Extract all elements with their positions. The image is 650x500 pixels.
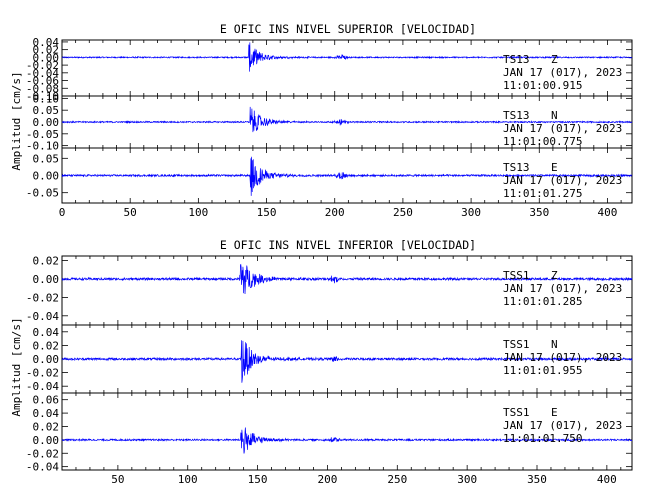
figure-0-plot: 0 50 100 150 200 250 300 350 4000.040.020.00-0.0…: [26, 36, 633, 219]
trace-date: JAN 17 (017), 2023: [503, 66, 622, 79]
x-tick-label: 50: [124, 206, 137, 219]
y-tick-label: 0.05: [33, 104, 60, 117]
trace-time: 11:01:01.955: [503, 364, 582, 377]
y-tick-label: -0.06: [26, 75, 59, 88]
figure-inferior: E OFIC INS NIVEL INFERIOR [VELOCIDAD] Am…: [10, 238, 476, 417]
y-tick-label: -0.05: [26, 187, 59, 200]
y-tick-label: 0.00: [33, 353, 60, 366]
trace-component: Z: [551, 53, 558, 66]
trace-date: JAN 17 (017), 2023: [503, 351, 622, 364]
trace-time: 11:01:00.775: [503, 135, 582, 148]
trace-component: N: [551, 109, 558, 122]
y-tick-label: 0.00: [33, 116, 60, 129]
waveform-trace: [61, 340, 633, 383]
y-tick-label: -0.08: [26, 82, 59, 95]
trace-time: 11:01:01.285: [503, 295, 582, 308]
trace-date: JAN 17 (017), 2023: [503, 419, 622, 432]
y-tick-label: 0.04: [33, 326, 60, 339]
waveform-trace: [61, 106, 633, 133]
trace-station: TSS1: [503, 338, 530, 351]
y-tick-label: -0.02: [26, 59, 59, 72]
y-tick-label: 0.00: [33, 273, 60, 286]
trace-component: N: [551, 338, 558, 351]
trace-component: E: [551, 161, 558, 174]
x-tick-label: 200: [325, 206, 345, 219]
trace-time: 11:01:00.915: [503, 79, 582, 92]
y-tick-label: 0.02: [33, 339, 60, 352]
waveform-trace: [61, 427, 633, 454]
waveform-trace: [61, 42, 633, 72]
y-tick-label: 0.02: [33, 420, 60, 433]
trace-date: JAN 17 (017), 2023: [503, 122, 622, 135]
y-tick-label: -0.02: [26, 367, 59, 380]
y-tick-label: -0.04: [26, 461, 59, 474]
y-tick-label: -0.02: [26, 291, 59, 304]
trace-date: JAN 17 (017), 2023: [503, 282, 622, 295]
waveform-trace: [61, 263, 633, 294]
x-tick-label: 250: [387, 473, 407, 486]
trace-station: TS13: [503, 161, 530, 174]
figure-superior: E OFIC INS NIVEL SUPERIOR [VELOCIDAD] Am…: [10, 22, 476, 171]
x-tick-label: 350: [527, 473, 547, 486]
figure-inferior-ylabel: Amplitud [cm/s]: [10, 317, 23, 416]
x-tick-label: 250: [393, 206, 413, 219]
trace-station: TS13: [503, 53, 530, 66]
y-tick-label: 0.00: [33, 434, 60, 447]
y-tick-label: -0.05: [26, 128, 59, 141]
x-tick-label: 100: [188, 206, 208, 219]
figure-inferior-title: E OFIC INS NIVEL INFERIOR [VELOCIDAD]: [220, 238, 476, 252]
panel-TS13-Z: 0.040.020.00-0.02-0.04-0.06-0.08-0.10 TS1…: [26, 36, 633, 103]
y-tick-label: 0.06: [33, 394, 60, 407]
waveform-trace: [61, 156, 633, 196]
x-tick-label: 300: [461, 206, 481, 219]
x-tick-label: 400: [597, 473, 617, 486]
x-tick-label: 50: [111, 473, 124, 486]
y-tick-label: 0.04: [33, 407, 60, 420]
x-tick-label: 0: [59, 206, 66, 219]
y-tick-label: 0.00: [33, 170, 60, 183]
trace-station: TSS1: [503, 406, 530, 419]
x-tick-label: 150: [248, 473, 268, 486]
trace-station: TS13: [503, 109, 530, 122]
x-tick-label: 350: [529, 206, 549, 219]
trace-station: TSS1: [503, 269, 530, 282]
y-tick-label: 0.04: [33, 36, 60, 49]
y-tick-label: -0.10: [26, 140, 59, 153]
y-tick-label: -0.04: [26, 380, 59, 393]
trace-component: Z: [551, 269, 558, 282]
y-tick-label: 0.10: [33, 92, 60, 105]
y-tick-label: 0.05: [33, 152, 60, 165]
y-tick-label: 0.02: [33, 44, 60, 57]
trace-date: JAN 17 (017), 2023: [503, 174, 622, 187]
y-tick-label: -0.02: [26, 447, 59, 460]
figure-1-plot: 50 100 150 200 250 300 350 4000.020.00-0.02-0.0…: [26, 255, 633, 486]
figure-superior-ylabel: Amplitud [cm/s]: [10, 71, 23, 170]
y-tick-label: 0.02: [33, 255, 60, 268]
x-tick-label: 100: [178, 473, 198, 486]
figure-superior-title: E OFIC INS NIVEL SUPERIOR [VELOCIDAD]: [220, 22, 476, 36]
x-tick-label: 300: [457, 473, 477, 486]
trace-time: 11:01:01.750: [503, 432, 582, 445]
y-tick-label: -0.10: [26, 90, 59, 103]
y-tick-label: -0.04: [26, 310, 59, 323]
y-tick-label: 0.00: [33, 51, 60, 64]
panel-frame: [61, 392, 633, 471]
x-tick-label: 200: [318, 473, 338, 486]
trace-component: E: [551, 406, 558, 419]
trace-time: 11:01:01.275: [503, 187, 582, 200]
x-tick-label: 150: [257, 206, 277, 219]
y-tick-label: -0.04: [26, 67, 59, 80]
x-tick-label: 400: [598, 206, 618, 219]
